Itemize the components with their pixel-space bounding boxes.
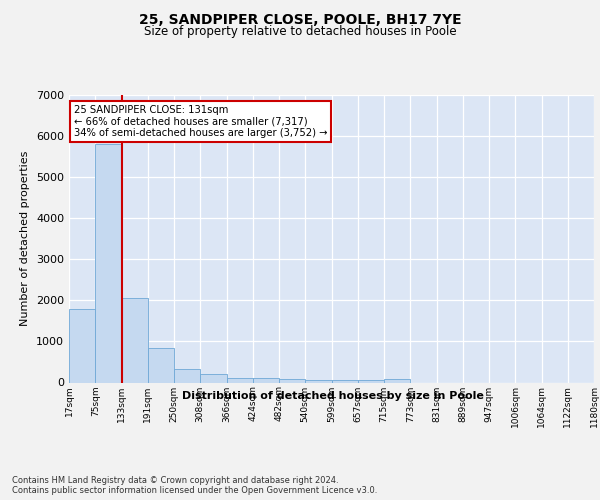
- Bar: [279, 379, 305, 382]
- Bar: [331, 380, 358, 382]
- Text: 25 SANDPIPER CLOSE: 131sqm
← 66% of detached houses are smaller (7,317)
34% of s: 25 SANDPIPER CLOSE: 131sqm ← 66% of deta…: [74, 106, 327, 138]
- Bar: [384, 379, 410, 382]
- Bar: [121, 298, 148, 382]
- Text: Contains HM Land Registry data © Crown copyright and database right 2024.
Contai: Contains HM Land Registry data © Crown c…: [12, 476, 377, 495]
- Bar: [69, 310, 95, 382]
- Bar: [174, 368, 200, 382]
- Bar: [227, 378, 253, 382]
- Text: 25, SANDPIPER CLOSE, POOLE, BH17 7YE: 25, SANDPIPER CLOSE, POOLE, BH17 7YE: [139, 12, 461, 26]
- Text: Distribution of detached houses by size in Poole: Distribution of detached houses by size …: [182, 391, 484, 401]
- Bar: [148, 348, 174, 382]
- Bar: [95, 144, 121, 382]
- Bar: [200, 374, 227, 382]
- Text: Size of property relative to detached houses in Poole: Size of property relative to detached ho…: [143, 25, 457, 38]
- Bar: [358, 380, 384, 382]
- Y-axis label: Number of detached properties: Number of detached properties: [20, 151, 31, 326]
- Bar: [253, 378, 279, 382]
- Bar: [305, 380, 331, 382]
